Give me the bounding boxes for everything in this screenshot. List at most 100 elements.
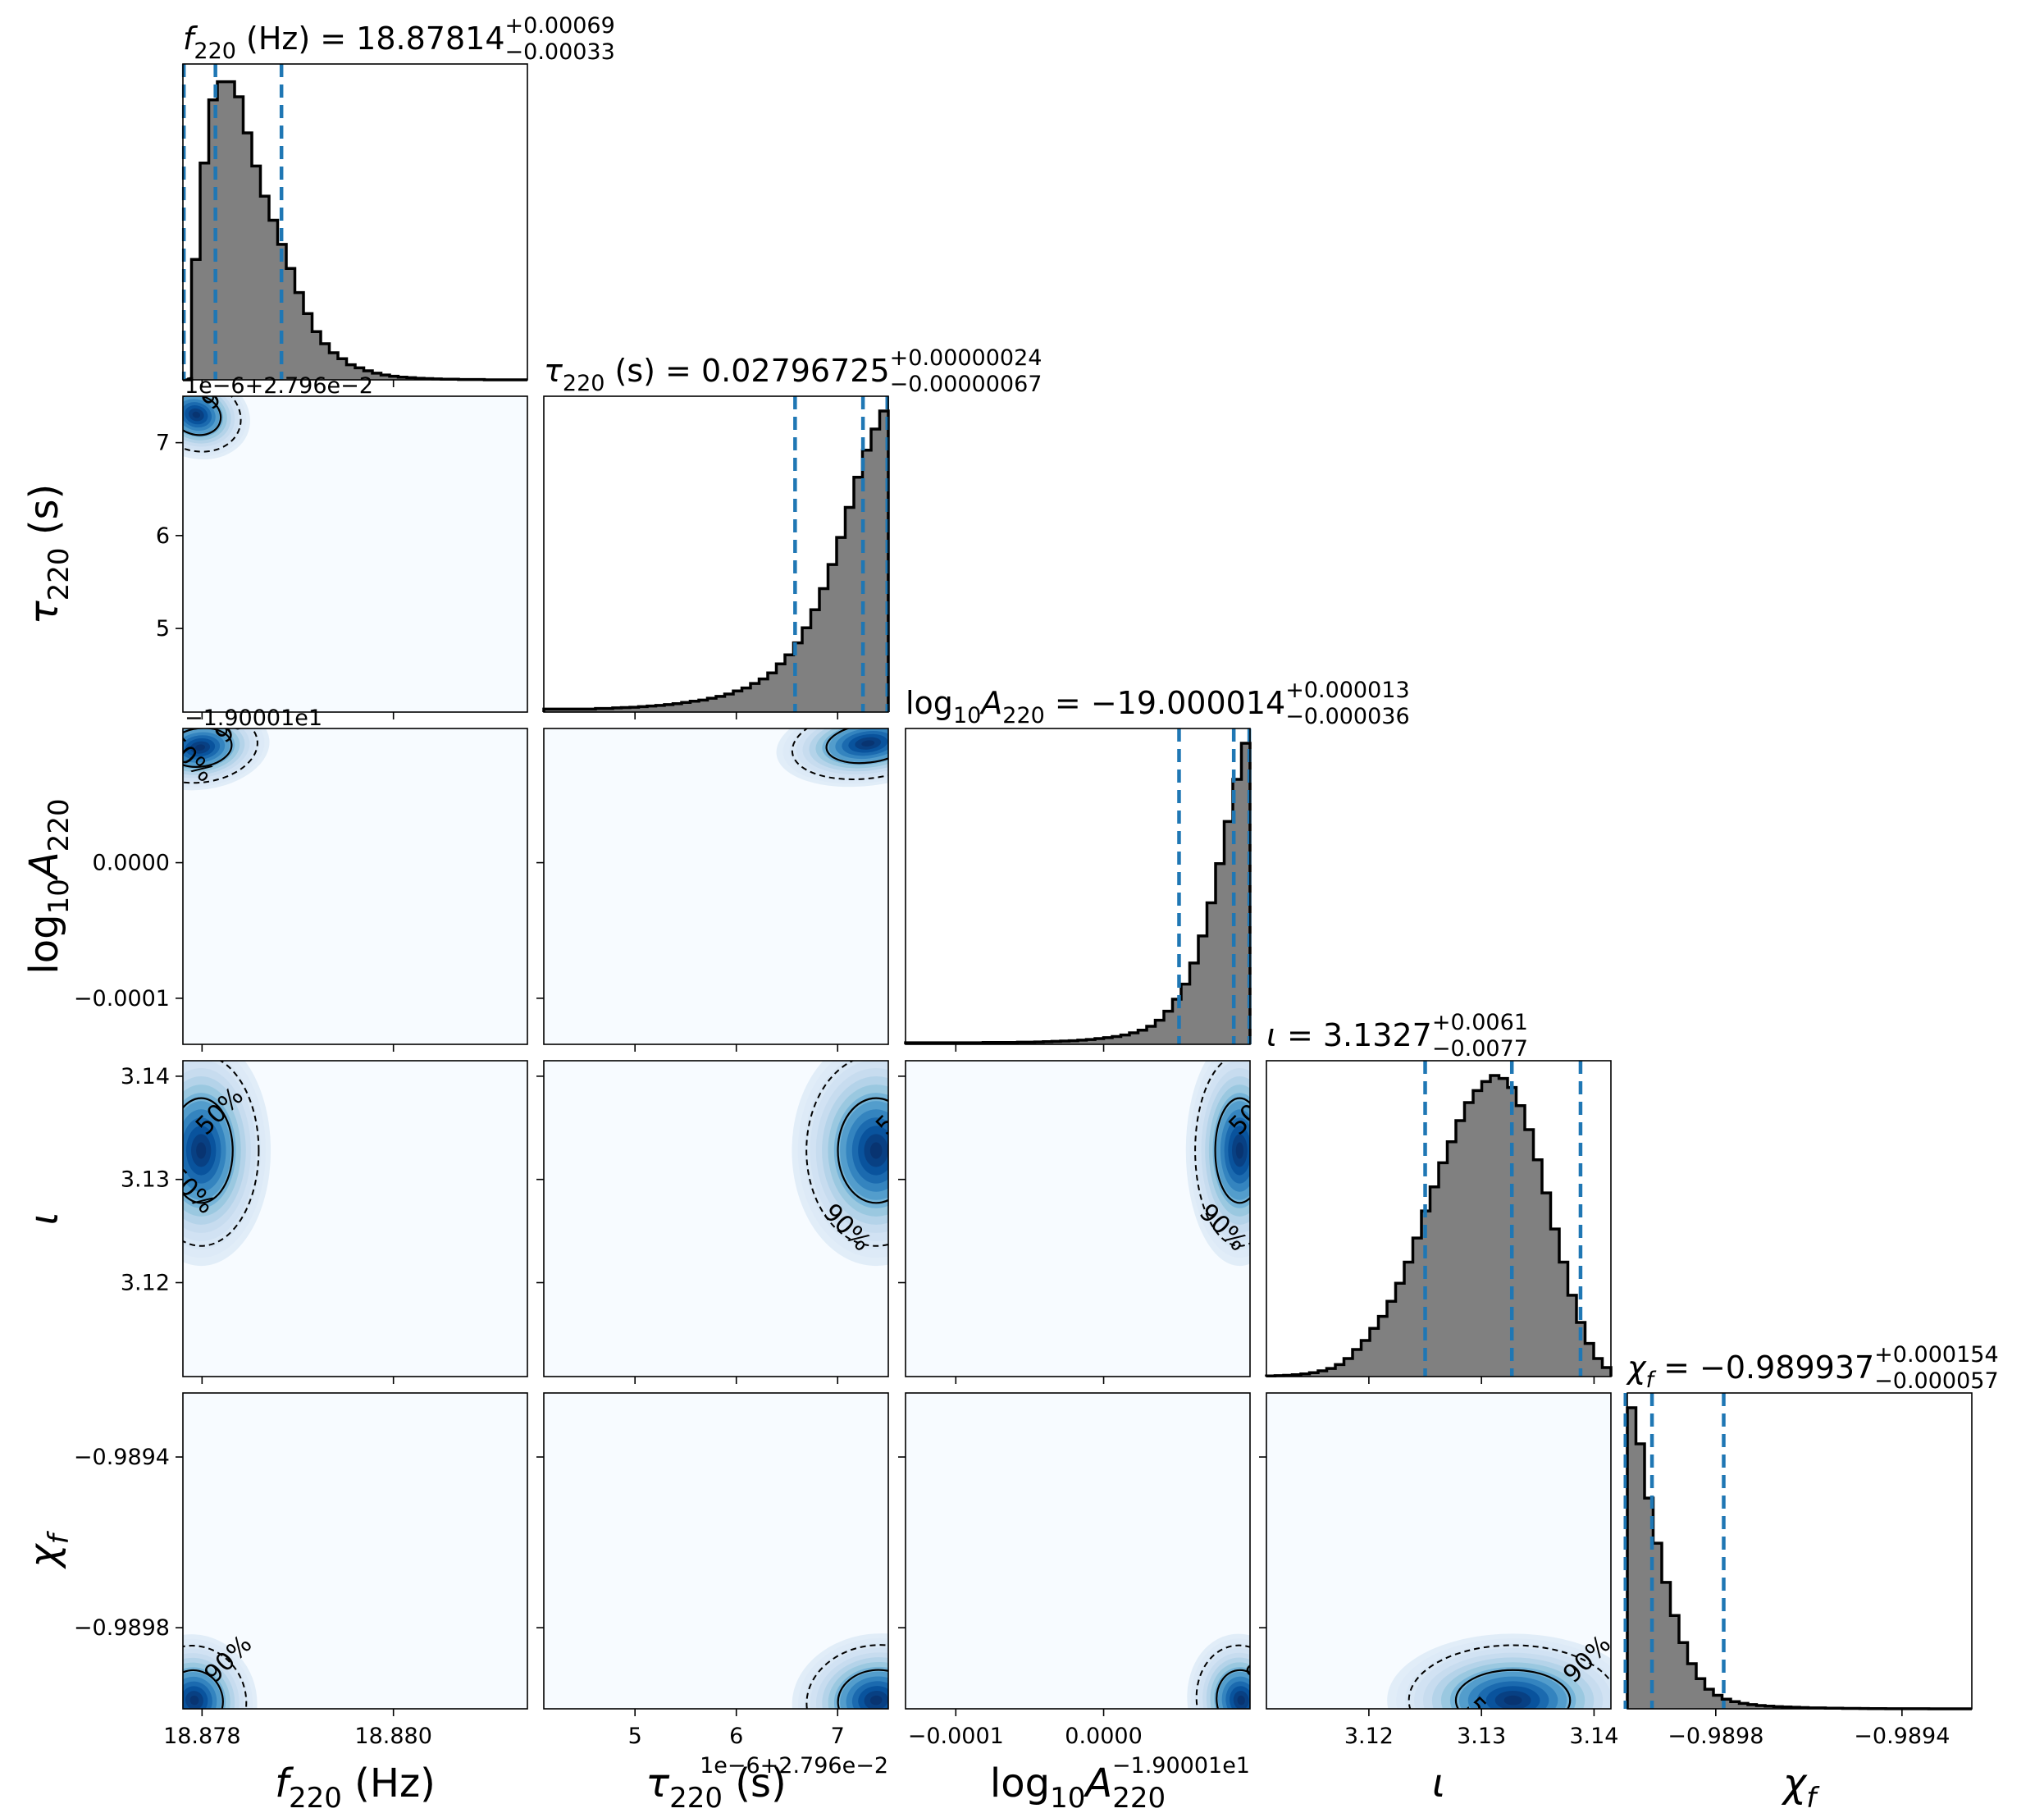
- density-background: [183, 728, 527, 1044]
- histogram-bar: [1731, 1701, 1740, 1709]
- histogram-bar: [1490, 1075, 1499, 1377]
- histogram-bar: [673, 703, 682, 712]
- histogram-bar: [1627, 1408, 1636, 1709]
- title-error-minus: −0.000036: [1285, 704, 1409, 729]
- density-level: [861, 740, 875, 747]
- density-blob: [1185, 1061, 1250, 1267]
- label-part: +0.000154: [1874, 1342, 1998, 1368]
- histogram-bar: [1594, 1358, 1603, 1377]
- density-area: 50%90%: [544, 1061, 888, 1377]
- x-axis-label-logA220: log10A220: [990, 1760, 1166, 1813]
- histogram-bar: [768, 673, 777, 712]
- contour-50: [1216, 1669, 1250, 1709]
- label-part: 220: [194, 39, 236, 64]
- histogram-bar: [1567, 1295, 1577, 1377]
- density-area: 90%: [544, 1393, 888, 1709]
- histogram-bar: [879, 411, 889, 712]
- histogram-bar: [1207, 902, 1216, 1044]
- y-offset-label: 1e−6+2.796e−2: [185, 373, 373, 399]
- contour-50: [837, 1097, 888, 1204]
- density-blob: [183, 1061, 271, 1267]
- histogram-outline: [904, 742, 1252, 1044]
- density-area: 50%50%: [183, 1061, 527, 1377]
- density-blob: [183, 396, 250, 460]
- histogram-bar: [1052, 1041, 1061, 1044]
- panel-frame: [543, 1392, 889, 1710]
- histogram-bar: [1756, 1705, 1766, 1709]
- histogram-bar: [1164, 1011, 1173, 1044]
- density-background: [183, 1393, 527, 1709]
- histogram-bar: [793, 642, 803, 712]
- label-part: = −0.989937: [1654, 1349, 1874, 1386]
- axis-ticks-0-4: 18.878 18.880 −0.9898 −0.9894: [74, 1445, 432, 1749]
- histogram-bar: [1103, 1037, 1113, 1044]
- histogram-bar: [1378, 1316, 1388, 1377]
- label-part: = 3.1327: [1277, 1017, 1432, 1053]
- histogram-bar: [647, 706, 656, 712]
- panel-f220-histogram: f220 (Hz) = 18.87814+0.00069−0.00033: [181, 13, 615, 381]
- panel-iota-histogram: ι = 3.1327+0.0061−0.0077: [1265, 1010, 1613, 1378]
- histogram-bar: [785, 655, 794, 712]
- panel-frame: [1627, 1392, 1973, 1710]
- y-tick-label: 3.12: [121, 1271, 170, 1296]
- x-tick-label: 3.13: [1457, 1724, 1506, 1749]
- x-tick-label: 0.0000: [1065, 1724, 1142, 1749]
- axis-ticks-0-1: 5 6 7: [156, 431, 395, 719]
- density-blob: [792, 1061, 888, 1267]
- label-part: 220: [669, 1782, 723, 1813]
- y-axis-label-iota: ι: [21, 1212, 67, 1225]
- histogram-bar: [1155, 1020, 1165, 1044]
- histogram-bar: [363, 370, 373, 380]
- histogram-outline: [542, 409, 890, 712]
- title-tau220: τ220 (s) = 0.02796725+0.00000024: [544, 345, 1042, 396]
- histogram-bar: [1645, 1498, 1654, 1709]
- label-part: f: [43, 1530, 75, 1544]
- histogram-bar: [819, 588, 828, 712]
- y-tick-label: 3.14: [121, 1064, 170, 1089]
- histogram-bar: [1602, 1367, 1612, 1377]
- panel-frame: [905, 1060, 1251, 1377]
- x-tick-label: −0.9894: [1854, 1724, 1950, 1749]
- histogram-bar: [578, 709, 587, 712]
- histogram-bar: [260, 196, 270, 380]
- axis-ticks-0-3: 3.12 3.13 3.14: [121, 1064, 395, 1384]
- label-part: τ: [646, 1760, 670, 1806]
- histogram-bar: [1713, 1695, 1722, 1709]
- histogram-bar: [1112, 1036, 1121, 1044]
- histogram-bar: [1404, 1262, 1413, 1377]
- label-part: +0.00000024: [890, 345, 1043, 371]
- axis-ticks-2-3: [898, 1075, 1105, 1384]
- histogram-bar: [837, 537, 846, 712]
- histogram-bar: [1748, 1704, 1757, 1709]
- histogram-bar: [235, 97, 244, 381]
- y-tick-label: 7: [156, 431, 170, 456]
- label-part: log: [906, 685, 953, 721]
- histogram-bar: [1704, 1689, 1714, 1709]
- x-tick-label: −0.9898: [1668, 1724, 1763, 1749]
- panel-frame: [182, 1060, 528, 1377]
- histogram-bar: [828, 564, 837, 712]
- density-level: [869, 1695, 883, 1706]
- histogram-bar: [724, 693, 734, 712]
- label-part: χ: [21, 1543, 67, 1570]
- histogram-bar: [1481, 1081, 1491, 1377]
- histogram-bar: [1456, 1121, 1465, 1377]
- x-tick-label: 5: [628, 1724, 642, 1749]
- x-axis-label-f220: f220 (Hz): [275, 1760, 436, 1813]
- axis-ticks-2-4: −0.0001 0.0000 −1.90001e1: [898, 1456, 1250, 1779]
- histogram-bar: [1516, 1105, 1526, 1377]
- histogram-bar: [1061, 1040, 1070, 1044]
- contour-50: [1454, 1669, 1572, 1709]
- panel-frame: [905, 728, 1251, 1045]
- histogram-bar: [1447, 1141, 1457, 1377]
- histogram-bar: [329, 352, 339, 380]
- panel-tau220-vs-logA220: 90%: [543, 728, 889, 1045]
- label-part: ι: [21, 1212, 67, 1225]
- histogram-bar: [621, 707, 631, 712]
- histogram-bar: [312, 331, 322, 380]
- label-part: = 18.87814: [310, 21, 504, 57]
- label-part: (Hz): [236, 21, 310, 57]
- histogram-bar: [372, 372, 381, 380]
- label-part: (s): [723, 1760, 787, 1806]
- histogram-bar: [1412, 1238, 1422, 1377]
